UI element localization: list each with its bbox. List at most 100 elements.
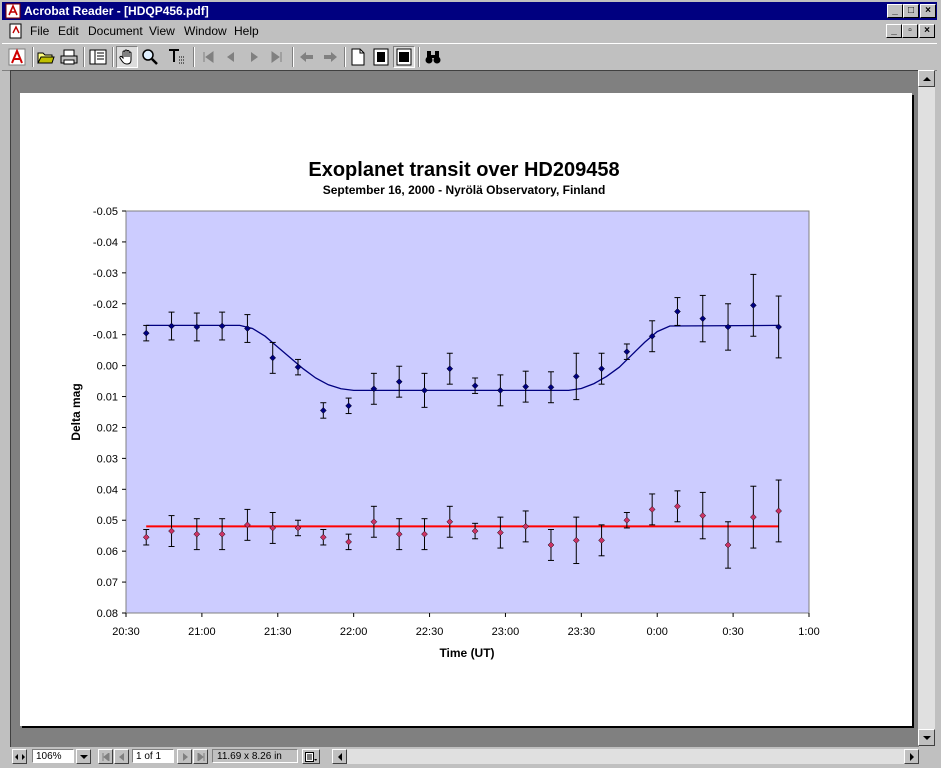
data-marker	[749, 513, 757, 521]
fit-page-icon[interactable]	[370, 46, 392, 68]
target-star-point	[294, 358, 302, 376]
target-star-point	[572, 352, 580, 401]
target-star-point	[218, 311, 226, 341]
data-marker	[319, 407, 327, 414]
data-marker	[218, 322, 226, 330]
previous-page-icon[interactable]	[220, 46, 242, 68]
comparison-star-point	[572, 516, 580, 565]
y-tick-label: -0.03	[93, 268, 118, 280]
target-star-point	[699, 294, 707, 343]
data-marker	[446, 365, 454, 373]
status-next-page-icon[interactable]	[177, 749, 192, 764]
y-tick-label: 0.07	[97, 577, 118, 589]
zoom-field[interactable]: 106%	[32, 749, 74, 763]
vertical-scrollbar[interactable]	[918, 70, 935, 746]
target-star-point	[674, 297, 681, 326]
target-star-point	[547, 371, 555, 404]
target-star-point	[522, 370, 530, 403]
status-prev-page-icon[interactable]	[114, 749, 129, 764]
menu-file[interactable]: File	[30, 24, 50, 38]
go-back-icon[interactable]	[296, 46, 318, 68]
acrobat-app-icon[interactable]	[5, 3, 21, 19]
data-marker	[244, 521, 251, 529]
doc-minimize-button[interactable]: _	[886, 24, 902, 38]
hand-tool-icon[interactable]	[116, 46, 138, 68]
status-last-page-icon[interactable]	[193, 749, 208, 764]
doc-restore-button[interactable]: ▫	[902, 24, 918, 38]
data-marker	[598, 536, 605, 544]
menu-window[interactable]: Window	[184, 24, 227, 38]
zoom-dropdown-icon[interactable]	[76, 749, 91, 764]
y-tick-label: 0.06	[97, 546, 118, 558]
find-binoculars-icon[interactable]	[422, 46, 444, 68]
zoom-tool-icon[interactable]	[139, 46, 161, 68]
go-forward-icon[interactable]	[319, 46, 341, 68]
close-button[interactable]: ×	[920, 4, 936, 18]
menu-bar: File Edit Document View Window Help _ ▫ …	[2, 21, 937, 41]
data-marker	[572, 536, 580, 544]
y-tick-label: 0.08	[97, 608, 118, 620]
document-icon[interactable]	[8, 23, 24, 39]
comparison-star-point	[395, 518, 403, 551]
target-star-point	[446, 352, 454, 385]
target-star-point	[775, 295, 782, 359]
text-select-icon[interactable]	[166, 46, 188, 68]
target-star-point	[623, 343, 631, 360]
target-star-point	[142, 324, 150, 342]
data-marker	[370, 385, 378, 393]
data-marker	[193, 323, 201, 331]
minimize-button[interactable]: _	[887, 4, 903, 18]
x-tick-label: 0:00	[647, 626, 668, 638]
scroll-left-button[interactable]	[332, 749, 347, 764]
horizontal-scrollbar[interactable]	[332, 749, 919, 764]
data-marker	[218, 530, 226, 538]
doc-close-button[interactable]: ×	[919, 24, 935, 38]
status-first-page-icon[interactable]	[98, 749, 113, 764]
show-pages-icon[interactable]	[87, 46, 109, 68]
comparison-star-point	[142, 529, 150, 546]
comparison-star-point	[370, 505, 378, 538]
menu-help[interactable]: Help	[234, 24, 259, 38]
comparison-star-point	[522, 510, 530, 543]
target-star-point	[193, 312, 201, 342]
scroll-down-button[interactable]	[918, 729, 935, 746]
data-marker	[471, 527, 479, 535]
last-page-icon[interactable]	[266, 46, 288, 68]
actual-size-icon[interactable]	[347, 46, 369, 68]
scroll-up-button[interactable]	[918, 70, 935, 87]
page-layout-icon[interactable]	[302, 749, 320, 764]
fit-width-icon[interactable]	[393, 46, 415, 68]
comparison-star-point	[319, 529, 327, 546]
window-title: Acrobat Reader - [HDQP456.pdf]	[24, 4, 209, 18]
status-scroll-icon[interactable]	[12, 749, 27, 764]
next-page-icon[interactable]	[243, 46, 265, 68]
data-marker	[775, 323, 782, 331]
print-icon[interactable]	[58, 46, 80, 68]
first-page-icon[interactable]	[197, 46, 219, 68]
maximize-button[interactable]: □	[903, 4, 919, 18]
data-marker	[522, 523, 530, 530]
comparison-star-point	[749, 485, 757, 549]
x-tick-label: 21:00	[188, 626, 216, 638]
comparison-star-point	[345, 533, 352, 551]
target-star-point	[497, 374, 504, 407]
comparison-star-point	[547, 529, 555, 561]
open-folder-icon[interactable]	[35, 46, 57, 68]
title-bar[interactable]: Acrobat Reader - [HDQP456.pdf] _ □ ×	[2, 2, 937, 20]
menu-edit[interactable]: Edit	[58, 24, 79, 38]
data-marker	[497, 529, 504, 536]
data-marker	[168, 527, 175, 535]
acrobat-logo-icon[interactable]	[6, 46, 28, 68]
target-star-point	[370, 372, 378, 405]
data-marker	[775, 507, 782, 515]
data-marker	[421, 387, 428, 394]
data-marker	[674, 308, 681, 315]
scroll-right-button[interactable]	[904, 749, 919, 764]
document-view[interactable]: Exoplanet transit over HD209458 Septembe…	[10, 70, 919, 747]
page-number-field[interactable]: 1 of 1	[132, 749, 174, 763]
data-marker	[648, 332, 656, 340]
menu-view[interactable]: View	[149, 24, 175, 38]
data-marker	[547, 541, 555, 549]
menu-document[interactable]: Document	[88, 24, 143, 38]
comparison-star-point	[193, 518, 201, 551]
